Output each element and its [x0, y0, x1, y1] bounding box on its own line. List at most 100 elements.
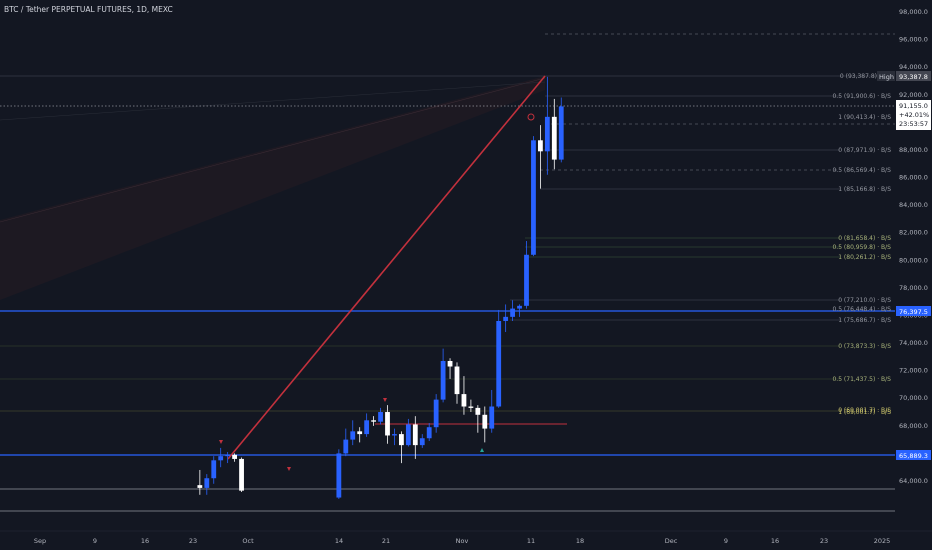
fib-label: 0 (73,873.3) · B/S: [838, 343, 891, 350]
price-tick: 98,000.0: [899, 8, 928, 16]
candle-body[interactable]: [343, 439, 349, 454]
candle-body[interactable]: [489, 406, 495, 429]
level-badge-a: [896, 306, 931, 316]
candle-body[interactable]: [412, 424, 418, 446]
candle-body[interactable]: [454, 366, 460, 395]
time-axis[interactable]: Sep 9 16 23 Oct 14 21 Nov 11 18 Dec 9 16…: [34, 537, 890, 545]
candle-body[interactable]: [385, 412, 390, 436]
fib-label: 0 (81,658.4) · B/S: [838, 235, 891, 242]
candle-body[interactable]: [538, 140, 543, 152]
price-tick: 80,000.0: [899, 256, 928, 264]
time-tick: Sep: [34, 537, 46, 545]
time-tick: 9: [724, 537, 728, 545]
trend-line[interactable]: [227, 75, 546, 460]
candle-body[interactable]: [468, 406, 474, 408]
fib-fan-shade: [0, 76, 545, 300]
markers: [219, 113, 535, 471]
current-price-badge: [896, 100, 931, 130]
candle-body[interactable]: [551, 116, 557, 160]
candle-body[interactable]: [225, 454, 231, 457]
candles: [197, 76, 564, 499]
price-axis-bg: [895, 0, 932, 531]
price-tick: 94,000.0: [899, 63, 928, 71]
level-value-b: 65,889.3: [899, 452, 928, 460]
time-tick: 16: [771, 537, 779, 545]
candle-body[interactable]: [440, 360, 446, 400]
sun-marker-icon: [527, 113, 535, 121]
candle-body[interactable]: [378, 412, 383, 422]
fan-line-faint: [0, 81, 546, 121]
price-tick: 88,000.0: [899, 146, 928, 154]
candle-body[interactable]: [517, 305, 522, 309]
candle-body[interactable]: [350, 431, 356, 440]
price-tick: 68,000.0: [899, 422, 928, 430]
down-marker-icon: [383, 398, 387, 402]
price-badges: High 93,387.8 91,155.0 +42.01% 23:53:57 …: [877, 71, 931, 460]
time-axis-bg: [0, 531, 932, 550]
time-tick: 18: [576, 537, 584, 545]
time-tick: 23: [820, 537, 828, 545]
fib-label: 0.5 (86,569.4) · B/S: [832, 167, 891, 174]
fib-label: 0.5 (80,959.8) · B/S: [832, 244, 891, 251]
candle-body[interactable]: [544, 116, 550, 152]
time-tick: 16: [141, 537, 149, 545]
candle-body[interactable]: [364, 420, 370, 435]
time-tick: 14: [335, 537, 343, 545]
candle-body[interactable]: [211, 460, 217, 479]
fib-label: 0.5 (76,448.4) · B/S: [832, 306, 891, 313]
fib-label: 1 (90,413.4) · B/S: [838, 114, 891, 121]
candle-body[interactable]: [531, 140, 536, 255]
candle-body[interactable]: [371, 420, 376, 422]
candle-body[interactable]: [558, 106, 564, 160]
time-tick: 9: [93, 537, 97, 545]
price-tick: 96,000.0: [899, 36, 928, 44]
time-tick: Oct: [242, 537, 254, 545]
price-tick: 72,000.0: [899, 367, 928, 375]
candle-body[interactable]: [433, 399, 439, 428]
candle-body[interactable]: [405, 424, 411, 446]
level-value-a: 76,397.5: [899, 308, 928, 316]
fib-label: 0 (93,387.8): [840, 73, 877, 80]
candle-body[interactable]: [524, 254, 529, 306]
candle-body[interactable]: [218, 456, 224, 461]
candle-body[interactable]: [204, 478, 210, 488]
fib-label: 0.5 (71,437.5) · B/S: [832, 376, 891, 383]
candle-body[interactable]: [239, 458, 244, 491]
price-tick: 92,000.0: [899, 91, 928, 99]
candle-body[interactable]: [496, 320, 502, 407]
candle-body[interactable]: [461, 394, 467, 407]
fan-line-upper: [0, 77, 546, 223]
up-marker-icon: [480, 448, 484, 452]
candle-body[interactable]: [357, 431, 363, 435]
high-label: High: [879, 73, 894, 81]
time-tick: 23: [189, 537, 197, 545]
candle-body[interactable]: [392, 434, 397, 436]
current-price: 91,155.0: [899, 102, 928, 110]
time-tick: Nov: [456, 537, 469, 545]
high-label-badge: [877, 71, 895, 81]
candle-body[interactable]: [232, 454, 237, 459]
candle-body[interactable]: [510, 308, 515, 317]
candle-body[interactable]: [197, 485, 203, 488]
price-tick: 64,000.0: [899, 477, 928, 485]
price-tick: 86,000.0: [899, 174, 928, 182]
candle-body[interactable]: [447, 360, 453, 367]
down-marker-icon: [287, 467, 291, 471]
price-tick: 70,000.0: [899, 394, 928, 402]
candle-body[interactable]: [482, 414, 488, 429]
candle-body[interactable]: [503, 316, 509, 321]
candle-body[interactable]: [419, 438, 425, 446]
fib-label: 1 (69,001.7) · B/S: [838, 409, 891, 416]
fib-levels: [0, 33, 895, 512]
fib-label: 1 (75,686.7) · B/S: [838, 317, 891, 324]
candle-body[interactable]: [336, 453, 342, 498]
countdown: 23:53:57: [899, 120, 928, 128]
price-tick: 78,000.0: [899, 284, 928, 292]
candle-body[interactable]: [426, 427, 432, 439]
candle-body[interactable]: [475, 407, 481, 415]
current-change: +42.01%: [899, 111, 929, 119]
candle-body[interactable]: [399, 434, 404, 446]
time-tick: 2025: [874, 537, 891, 545]
